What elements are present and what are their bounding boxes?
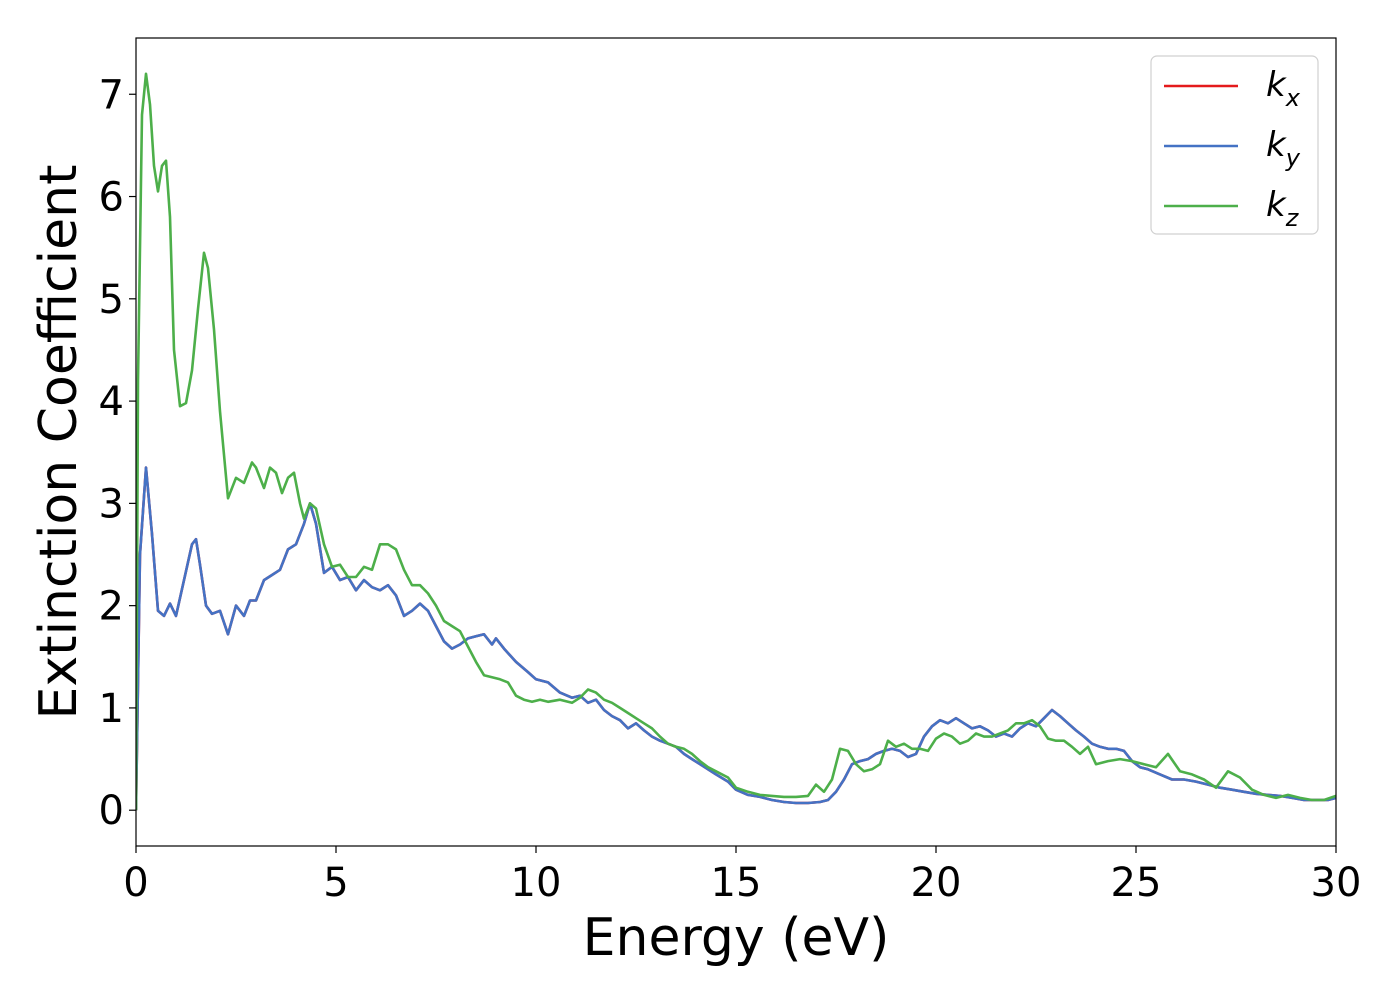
y-tick-label: 6 bbox=[99, 175, 124, 221]
y-tick-label: 4 bbox=[99, 379, 124, 425]
legend-label-ky: ky bbox=[1266, 125, 1301, 172]
legend-label-kx: kx bbox=[1266, 65, 1301, 112]
legend-label-kz: kz bbox=[1266, 185, 1300, 232]
x-tick-label: 20 bbox=[911, 860, 962, 906]
legend-label-subscript: z bbox=[1285, 204, 1300, 232]
x-tick-label: 25 bbox=[1111, 860, 1162, 906]
plot-area bbox=[136, 72, 1336, 811]
y-axis-label: Extinction Coefficient bbox=[29, 165, 89, 720]
series-line-ky bbox=[136, 466, 1336, 811]
x-tick-label: 15 bbox=[711, 860, 762, 906]
x-tick-label: 30 bbox=[1311, 860, 1362, 906]
y-tick-label: 3 bbox=[99, 481, 124, 527]
y-tick-label: 2 bbox=[99, 584, 124, 630]
legend-label-subscript: y bbox=[1285, 144, 1301, 172]
series-line-kz bbox=[136, 72, 1336, 811]
y-tick-label: 7 bbox=[99, 72, 124, 118]
legend-label-subscript: x bbox=[1285, 84, 1301, 112]
legend-label-base: k bbox=[1266, 65, 1287, 105]
y-tick-label: 1 bbox=[99, 686, 124, 732]
x-tick-label: 0 bbox=[123, 860, 148, 906]
x-axis: 0 5 10 15 20 25 30 bbox=[123, 846, 1361, 906]
y-axis: 0 1 2 3 4 5 6 7 bbox=[99, 72, 136, 834]
legend-label-base: k bbox=[1266, 125, 1287, 165]
legend-label-base: k bbox=[1266, 185, 1287, 225]
y-tick-label: 0 bbox=[99, 788, 124, 834]
x-tick-label: 10 bbox=[511, 860, 562, 906]
x-axis-label: Energy (eV) bbox=[583, 908, 890, 968]
plot-frame bbox=[135, 37, 1337, 847]
series-line-kx bbox=[136, 466, 1336, 811]
y-tick-label: 5 bbox=[99, 277, 124, 323]
x-tick-label: 5 bbox=[323, 860, 348, 906]
